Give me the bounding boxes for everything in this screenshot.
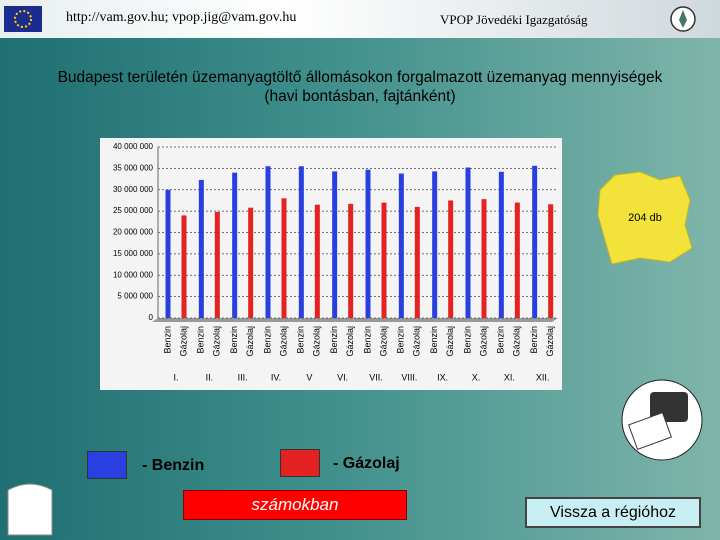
bar-sublabel: Benzin bbox=[496, 326, 506, 354]
x-tick-label: VIII. bbox=[401, 372, 417, 382]
bar bbox=[481, 199, 487, 318]
bar bbox=[548, 204, 554, 318]
bar-sublabel: Gázolaj bbox=[412, 326, 422, 357]
bar bbox=[414, 206, 420, 318]
bar bbox=[281, 198, 287, 318]
bar bbox=[381, 202, 387, 318]
back-button[interactable]: Vissza a régióhoz bbox=[525, 497, 701, 528]
x-tick-label: X. bbox=[472, 372, 481, 382]
bar bbox=[498, 171, 504, 318]
eu-flag bbox=[4, 6, 42, 32]
icon bbox=[627, 411, 673, 451]
x-tick-label: V bbox=[306, 372, 312, 382]
map-label: 204 db bbox=[628, 212, 662, 224]
y-tick-label: 30 000 000 bbox=[113, 185, 154, 194]
bar-sublabel: Benzin bbox=[229, 326, 239, 354]
bar-sublabel: Benzin bbox=[162, 326, 172, 354]
header-bar bbox=[0, 0, 720, 38]
bar bbox=[365, 169, 371, 318]
bar bbox=[332, 171, 338, 318]
bar bbox=[514, 202, 520, 318]
organization: VPOP Jövedéki Igazgatóság bbox=[440, 12, 588, 27]
legend-label: - Gázolaj bbox=[333, 455, 400, 472]
bar bbox=[298, 166, 304, 318]
bar bbox=[181, 215, 187, 318]
bar-sublabel: Gázolaj bbox=[478, 326, 488, 357]
bar-sublabel: Gázolaj bbox=[312, 326, 322, 357]
bar-sublabel: Benzin bbox=[396, 326, 406, 354]
title-line: Budapest területén üzemanyagtöltő állomá… bbox=[57, 69, 663, 86]
x-tick-label: IX. bbox=[437, 372, 448, 382]
bar-sublabel: Gázolaj bbox=[378, 326, 388, 357]
x-tick-label: I. bbox=[173, 372, 178, 382]
bar-sublabel: Gázolaj bbox=[345, 326, 355, 357]
y-tick-label: 25 000 000 bbox=[113, 206, 154, 215]
x-tick-label: II. bbox=[206, 372, 214, 382]
plot-floor bbox=[152, 318, 558, 322]
bar bbox=[465, 167, 471, 318]
bar bbox=[214, 211, 220, 318]
bar-sublabel: Gázolaj bbox=[178, 326, 188, 357]
y-tick-label: 35 000 000 bbox=[113, 163, 154, 172]
bar-sublabel: Benzin bbox=[196, 326, 206, 354]
x-tick-label: III. bbox=[238, 372, 248, 382]
bar-sublabel: Benzin bbox=[462, 326, 472, 354]
y-tick-label: 40 000 000 bbox=[113, 142, 154, 151]
contact: http://vam.gov.hu; vpop.jig@vam.gov.hu bbox=[66, 10, 297, 25]
logo bbox=[7, 483, 53, 536]
map-shape bbox=[597, 171, 693, 265]
x-tick-label: XII. bbox=[536, 372, 550, 382]
y-tick-label: 0 bbox=[149, 313, 154, 322]
bar-sublabel: Gázolaj bbox=[245, 326, 255, 357]
bar-sublabel: Benzin bbox=[529, 326, 539, 354]
emblem bbox=[670, 6, 696, 32]
bar-sublabel: Benzin bbox=[296, 326, 306, 354]
x-tick-label: XI. bbox=[504, 372, 515, 382]
bar bbox=[232, 172, 238, 318]
bar bbox=[198, 179, 204, 318]
y-tick-label: 15 000 000 bbox=[113, 249, 154, 258]
bar bbox=[532, 165, 538, 318]
bar bbox=[398, 173, 404, 318]
bar-sublabel: Benzin bbox=[362, 326, 372, 354]
bar-sublabel: Gázolaj bbox=[512, 326, 522, 357]
bar-sublabel: Gázolaj bbox=[545, 326, 555, 357]
numbers-button[interactable]: számokban bbox=[183, 490, 407, 520]
bar-sublabel: Gázolaj bbox=[212, 326, 222, 357]
x-tick-label: VI. bbox=[337, 372, 348, 382]
bar bbox=[165, 189, 171, 318]
bar-sublabel: Benzin bbox=[329, 326, 339, 354]
bar bbox=[432, 171, 438, 318]
bar bbox=[448, 200, 454, 318]
bar bbox=[248, 207, 254, 318]
x-tick-label: VII. bbox=[369, 372, 383, 382]
bar-sublabel: Gázolaj bbox=[278, 326, 288, 357]
legend-swatch bbox=[87, 451, 127, 479]
y-tick-label: 20 000 000 bbox=[113, 228, 154, 237]
legend-label: - Benzin bbox=[142, 457, 205, 474]
bar bbox=[265, 166, 271, 318]
bar-sublabel: Benzin bbox=[429, 326, 439, 354]
bar-sublabel: Gázolaj bbox=[445, 326, 455, 357]
title: Budapest területén üzemanyagtöltő állomá… bbox=[0, 68, 720, 106]
bar bbox=[314, 204, 320, 318]
bar bbox=[348, 203, 354, 318]
y-tick-label: 5 000 000 bbox=[117, 292, 153, 301]
bar-sublabel: Benzin bbox=[262, 326, 272, 354]
x-tick-label: IV. bbox=[271, 372, 281, 382]
legend-swatch bbox=[280, 449, 320, 477]
title-line: (havi bontásban, fajtánként) bbox=[264, 88, 456, 105]
y-tick-label: 10 000 000 bbox=[113, 270, 154, 279]
